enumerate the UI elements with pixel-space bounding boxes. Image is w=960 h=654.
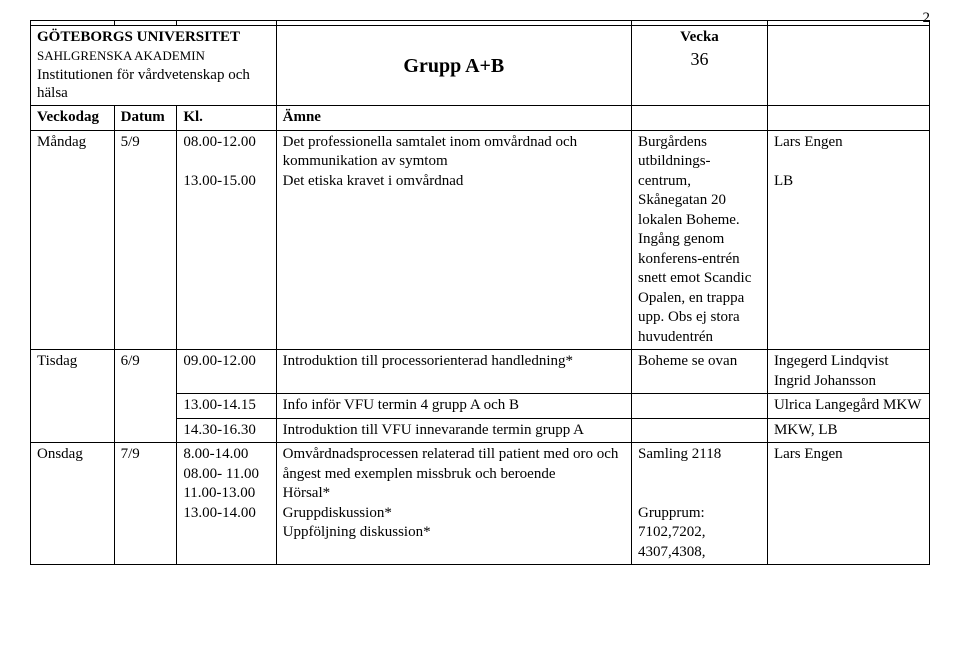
week-label: Vecka — [680, 29, 719, 45]
table-row: Måndag 5/9 08.00-12.00 13.00-15.00 Det p… — [31, 130, 930, 350]
person-cell: LB — [774, 173, 793, 189]
location-cell: Grupprum: 7102,7202, 4307,4308, — [638, 505, 706, 560]
time-cell: 8.00-14.00 — [183, 446, 248, 462]
institution-line1: GÖTEBORGS UNIVERSITET — [37, 29, 240, 45]
time-cell: 08.00-12.00 — [183, 134, 256, 150]
location-cell: Boheme se ovan — [632, 350, 768, 394]
time-cell: 13.00-14.00 — [183, 505, 256, 521]
time-cell: 14.30-16.30 — [177, 418, 276, 443]
subject-cell: Info inför VFU termin 4 grupp A och B — [276, 394, 631, 419]
day-cell: Tisdag — [31, 350, 115, 443]
person-cell: Ulrica Langegård MKW — [767, 394, 929, 419]
date-cell: 7/9 — [114, 443, 177, 565]
subject-cell: Introduktion till VFU innevarande termin… — [276, 418, 631, 443]
schedule-table: GÖTEBORGS UNIVERSITET SAHLGRENSKA AKADEM… — [30, 20, 930, 565]
group-label: Grupp A+B — [403, 55, 504, 77]
day-cell: Måndag — [31, 130, 115, 350]
location-cell: Samling 2118 — [638, 446, 721, 462]
col-day: Veckodag — [31, 106, 115, 131]
person-cell: MKW, LB — [767, 418, 929, 443]
table-row: Tisdag 6/9 09.00-12.00 Introduktion till… — [31, 350, 930, 394]
table-row: Onsdag 7/9 8.00-14.00 08.00- 11.00 11.00… — [31, 443, 930, 565]
person-cell: Lars Engen — [774, 446, 843, 462]
person-cell: Lars Engen — [774, 134, 843, 150]
subject-cell: Det etiska kravet i omvårdnad — [283, 173, 464, 189]
institution-line3: Institutionen för vårdvetenskap och häls… — [37, 67, 250, 102]
subject-cell: Omvårdnadsprocessen relaterad till patie… — [283, 446, 619, 482]
date-cell: 6/9 — [114, 350, 177, 443]
location-cell: Skånegatan 20 lokalen Boheme. Ingång gen… — [638, 192, 751, 345]
time-cell: 08.00- 11.00 — [183, 466, 259, 482]
date-cell: 5/9 — [114, 130, 177, 350]
subject-cell: Gruppdiskussion* — [283, 505, 392, 521]
time-cell: 13.00-15.00 — [183, 173, 256, 189]
subject-cell: Det professionella samtalet inom omvårdn… — [283, 134, 578, 170]
subject-cell: Introduktion till processorienterad hand… — [276, 350, 631, 394]
column-headings: Veckodag Datum Kl. Ämne — [31, 106, 930, 131]
time-cell: 09.00-12.00 — [177, 350, 276, 394]
page-number: 2 — [923, 10, 931, 27]
location-cell: Burgårdens utbildnings-centrum, — [638, 134, 711, 189]
time-cell: 11.00-13.00 — [183, 485, 255, 501]
subject-cell: Uppföljning diskussion* — [283, 524, 431, 540]
person-cell: Ingegerd Lindqvist Ingrid Johansson — [767, 350, 929, 394]
col-subject: Ämne — [276, 106, 631, 131]
time-cell: 13.00-14.15 — [177, 394, 276, 419]
institution-line2: SAHLGRENSKA AKADEMIN — [37, 48, 205, 63]
day-cell: Onsdag — [31, 443, 115, 565]
col-date: Datum — [114, 106, 177, 131]
col-time: Kl. — [177, 106, 276, 131]
week-number: 36 — [690, 49, 708, 69]
header-row: GÖTEBORGS UNIVERSITET SAHLGRENSKA AKADEM… — [31, 26, 930, 106]
subject-cell: Hörsal* — [283, 485, 331, 501]
